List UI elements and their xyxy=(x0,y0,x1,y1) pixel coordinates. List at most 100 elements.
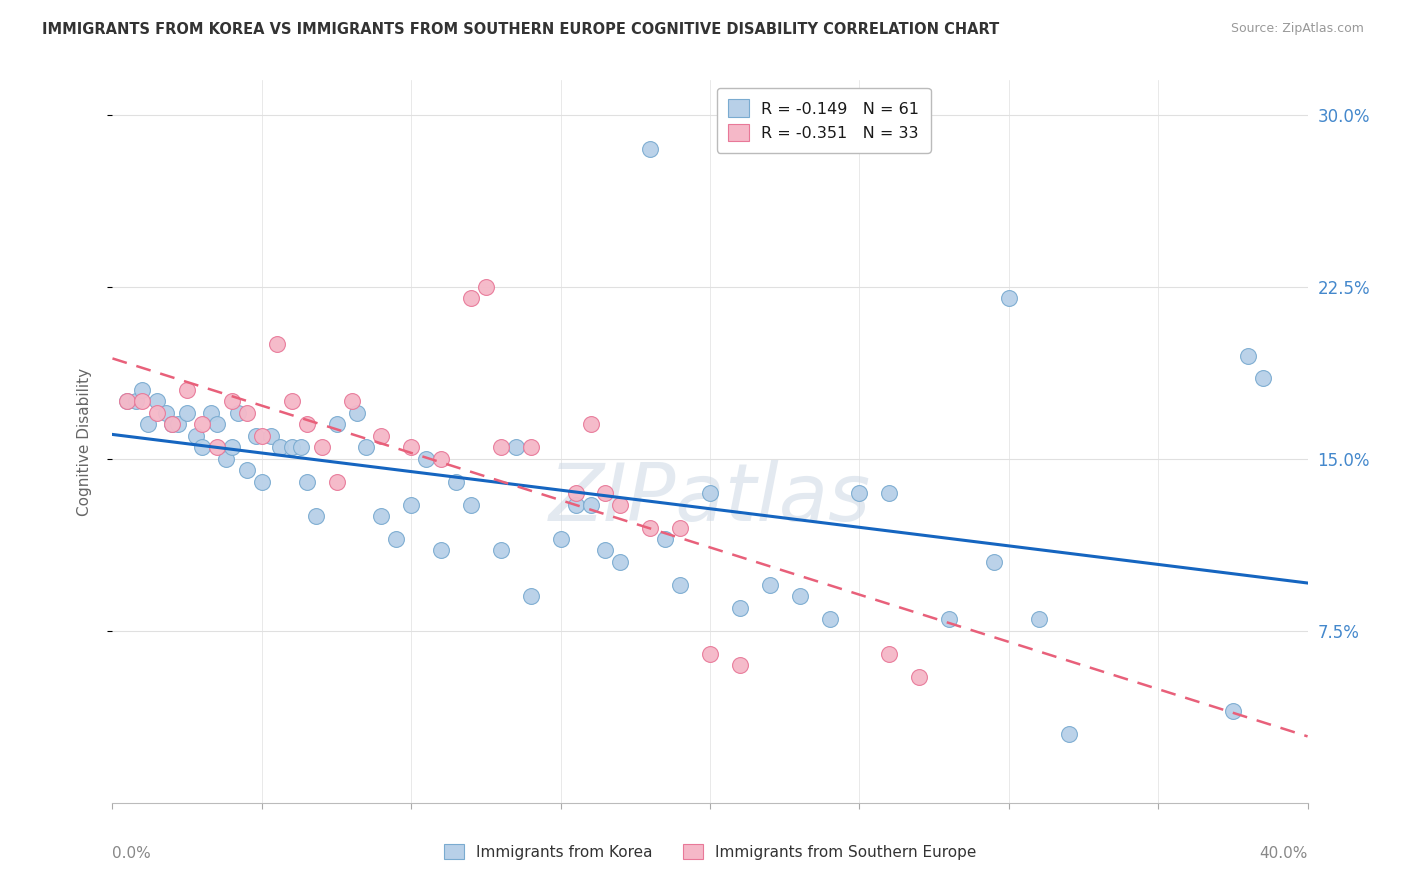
Point xyxy=(430,543,453,558)
Point xyxy=(281,440,304,454)
Point xyxy=(550,532,572,546)
Point xyxy=(908,670,931,684)
Point xyxy=(505,440,527,454)
Point xyxy=(595,486,617,500)
Point xyxy=(191,440,214,454)
Point xyxy=(640,142,662,156)
Point xyxy=(250,475,273,489)
Point xyxy=(146,394,169,409)
Point xyxy=(444,475,467,489)
Point xyxy=(346,406,368,420)
Point xyxy=(669,578,692,592)
Point xyxy=(879,486,901,500)
Point xyxy=(489,440,512,454)
Point xyxy=(370,509,392,524)
Point xyxy=(266,337,288,351)
Point xyxy=(281,394,304,409)
Point xyxy=(226,406,249,420)
Text: 40.0%: 40.0% xyxy=(1260,847,1308,861)
Point xyxy=(155,406,177,420)
Point xyxy=(520,440,543,454)
Point xyxy=(401,440,423,454)
Point xyxy=(759,578,782,592)
Point xyxy=(1251,371,1274,385)
Point xyxy=(401,498,423,512)
Point xyxy=(415,451,437,466)
Point xyxy=(1222,704,1244,718)
Legend: Immigrants from Korea, Immigrants from Southern Europe: Immigrants from Korea, Immigrants from S… xyxy=(436,837,984,867)
Point xyxy=(564,486,586,500)
Point xyxy=(215,451,238,466)
Point xyxy=(125,394,148,409)
Point xyxy=(564,498,586,512)
Point xyxy=(236,406,259,420)
Point xyxy=(295,417,318,432)
Point xyxy=(1237,349,1260,363)
Point xyxy=(146,406,169,420)
Point xyxy=(938,612,960,626)
Text: Source: ZipAtlas.com: Source: ZipAtlas.com xyxy=(1230,22,1364,36)
Point xyxy=(250,429,273,443)
Point xyxy=(131,383,153,397)
Point xyxy=(430,451,453,466)
Point xyxy=(475,279,498,293)
Point xyxy=(699,486,721,500)
Point xyxy=(167,417,190,432)
Point xyxy=(1057,727,1080,741)
Point xyxy=(117,394,139,409)
Point xyxy=(579,417,602,432)
Point xyxy=(579,498,602,512)
Point xyxy=(295,475,318,489)
Point xyxy=(609,555,631,569)
Text: ZIPatlas: ZIPatlas xyxy=(548,460,872,539)
Point xyxy=(640,520,662,534)
Point xyxy=(131,394,153,409)
Point xyxy=(200,406,222,420)
Point xyxy=(998,291,1021,305)
Point xyxy=(669,520,692,534)
Point xyxy=(818,612,841,626)
Point xyxy=(340,394,363,409)
Point xyxy=(236,463,259,477)
Point xyxy=(489,543,512,558)
Point xyxy=(162,417,183,432)
Point xyxy=(595,543,617,558)
Point xyxy=(191,417,214,432)
Point xyxy=(176,383,198,397)
Point xyxy=(356,440,378,454)
Point xyxy=(520,590,543,604)
Point xyxy=(245,429,267,443)
Point xyxy=(385,532,408,546)
Point xyxy=(221,440,243,454)
Point xyxy=(879,647,901,661)
Point xyxy=(311,440,333,454)
Point xyxy=(325,475,347,489)
Point xyxy=(728,600,751,615)
Point xyxy=(260,429,283,443)
Point xyxy=(460,498,482,512)
Point xyxy=(162,417,183,432)
Text: 0.0%: 0.0% xyxy=(112,847,152,861)
Point xyxy=(186,429,208,443)
Point xyxy=(609,498,631,512)
Point xyxy=(699,647,721,661)
Point xyxy=(290,440,312,454)
Point xyxy=(1028,612,1050,626)
Point xyxy=(221,394,243,409)
Y-axis label: Cognitive Disability: Cognitive Disability xyxy=(77,368,91,516)
Point xyxy=(176,406,198,420)
Point xyxy=(848,486,870,500)
Point xyxy=(205,440,228,454)
Point xyxy=(370,429,392,443)
Text: IMMIGRANTS FROM KOREA VS IMMIGRANTS FROM SOUTHERN EUROPE COGNITIVE DISABILITY CO: IMMIGRANTS FROM KOREA VS IMMIGRANTS FROM… xyxy=(42,22,1000,37)
Point xyxy=(728,658,751,673)
Point xyxy=(983,555,1005,569)
Point xyxy=(460,291,482,305)
Point xyxy=(325,417,347,432)
Point xyxy=(138,417,160,432)
Point xyxy=(654,532,676,546)
Point xyxy=(269,440,291,454)
Point xyxy=(305,509,328,524)
Point xyxy=(205,417,228,432)
Point xyxy=(789,590,811,604)
